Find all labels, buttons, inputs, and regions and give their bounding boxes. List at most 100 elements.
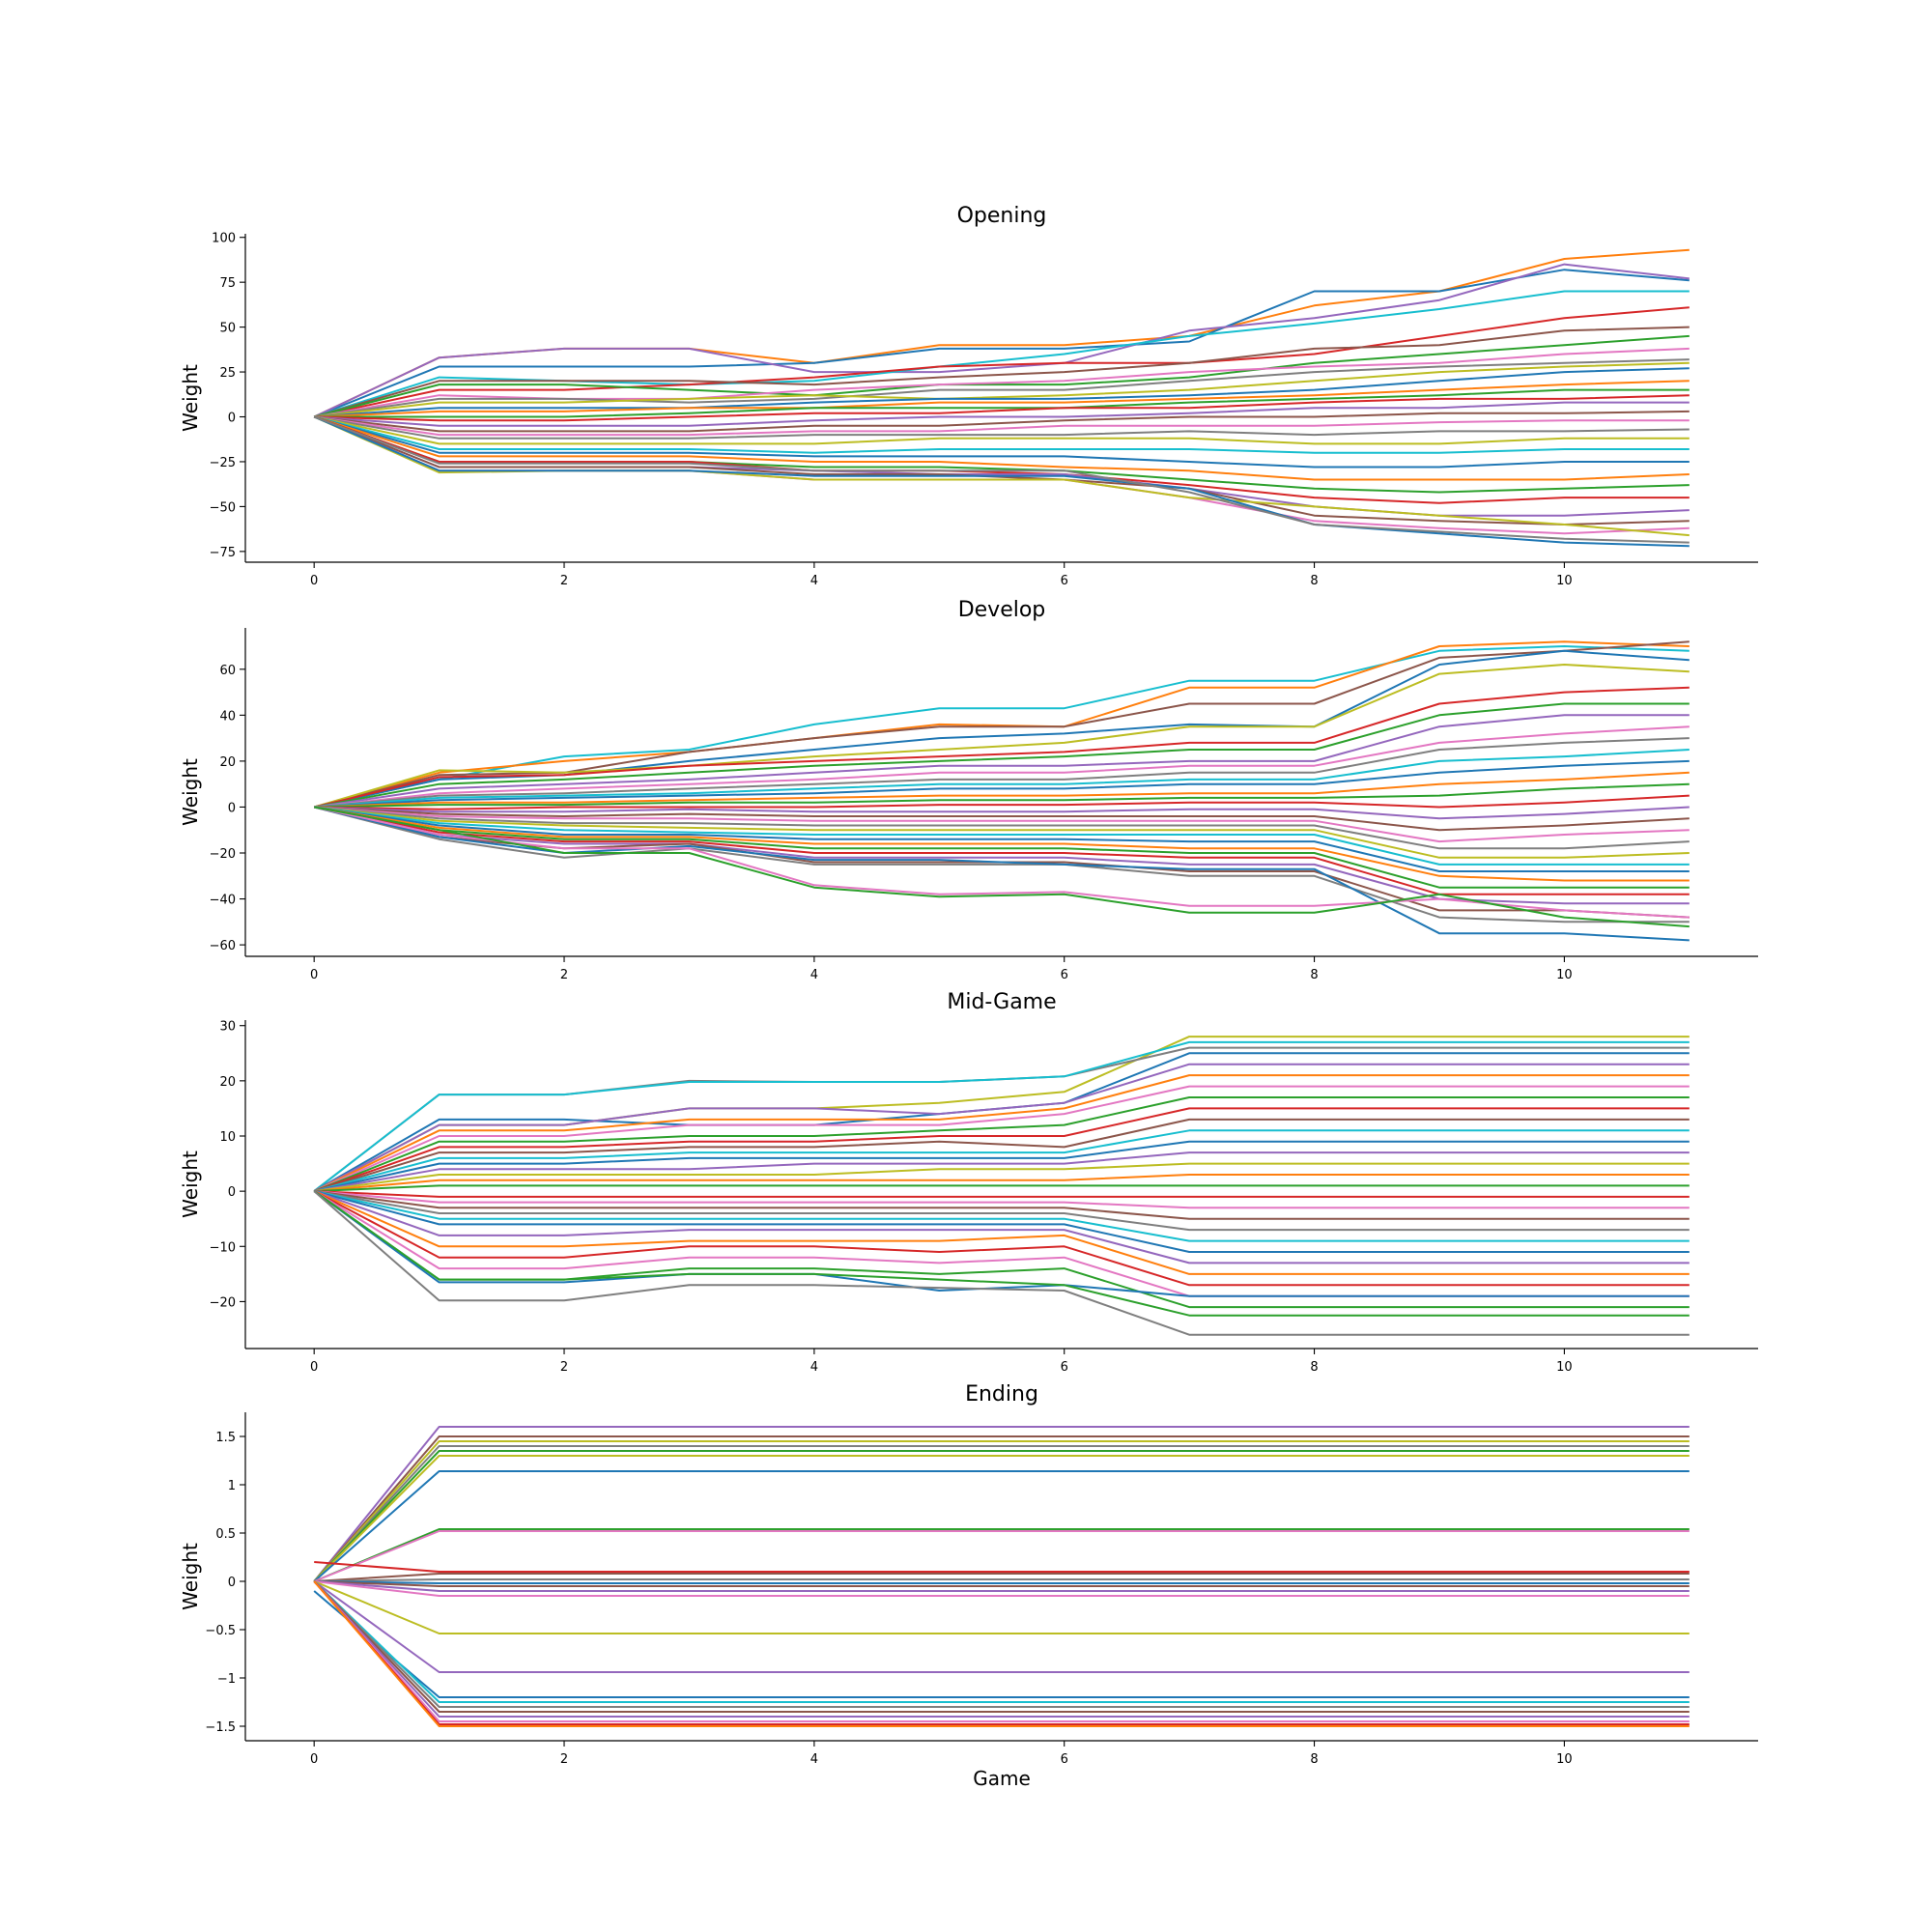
subplot-title: Ending bbox=[965, 1382, 1038, 1406]
x-tick-label: 10 bbox=[1556, 968, 1573, 982]
series-line bbox=[313, 1440, 1690, 1582]
series-line bbox=[313, 1580, 1690, 1708]
series-line bbox=[314, 1162, 1690, 1193]
series-line bbox=[314, 1184, 1690, 1193]
x-tick-label: 4 bbox=[810, 574, 818, 588]
x-tick-label: 6 bbox=[1061, 574, 1068, 588]
series-line bbox=[314, 401, 1690, 427]
subplot-title: Mid-Game bbox=[947, 990, 1056, 1014]
y-tick-label: −75 bbox=[210, 546, 236, 560]
y-tick-label: 1.5 bbox=[215, 1431, 236, 1445]
y-tick-label: 75 bbox=[219, 276, 236, 291]
y-axis-label: Weight bbox=[179, 364, 202, 432]
series-line bbox=[313, 1052, 1690, 1192]
series-line bbox=[314, 1578, 1690, 1582]
series-line bbox=[314, 806, 1690, 866]
series-line bbox=[314, 759, 1690, 809]
series-line bbox=[313, 415, 1690, 481]
series-line bbox=[314, 367, 1690, 418]
series-line bbox=[313, 269, 1690, 418]
series-line bbox=[313, 1190, 1690, 1264]
series-line bbox=[313, 1580, 1690, 1722]
series-line bbox=[313, 306, 1690, 418]
series-line bbox=[313, 1096, 1690, 1193]
series-line bbox=[314, 806, 1690, 859]
series-line bbox=[314, 806, 1690, 820]
series-line bbox=[313, 415, 1690, 548]
series-line bbox=[313, 1580, 1690, 1634]
series-line bbox=[313, 248, 1690, 418]
x-tick-label: 4 bbox=[810, 1752, 818, 1767]
x-tick-label: 6 bbox=[1061, 1360, 1068, 1375]
x-tick-label: 6 bbox=[1061, 968, 1068, 982]
series-line bbox=[313, 334, 1690, 418]
series-line bbox=[313, 1580, 1690, 1718]
x-tick-label: 10 bbox=[1556, 1360, 1573, 1375]
x-tick-label: 8 bbox=[1310, 968, 1318, 982]
subplot-opening: −75 −50 −25 0 25 50 75 100 0 2 4 6 8 10 Opening Weight bbox=[179, 204, 1758, 588]
y-tick-label: −1.5 bbox=[205, 1720, 236, 1735]
series-lines bbox=[313, 1426, 1690, 1727]
series-line bbox=[313, 415, 1690, 445]
series-line bbox=[314, 1174, 1690, 1193]
x-tick-label: 4 bbox=[810, 968, 818, 982]
x-tick-label: 8 bbox=[1310, 1752, 1318, 1767]
series-line bbox=[313, 415, 1690, 504]
series-line bbox=[313, 1063, 1690, 1192]
y-tick-label: 10 bbox=[219, 1130, 236, 1145]
series-line bbox=[313, 1190, 1690, 1287]
series-line bbox=[313, 1435, 1690, 1582]
series-line bbox=[313, 1140, 1690, 1193]
subplot-title: Develop bbox=[958, 598, 1046, 622]
series-line bbox=[314, 410, 1690, 433]
series-line bbox=[314, 380, 1690, 418]
series-line bbox=[314, 725, 1690, 809]
series-line bbox=[314, 806, 1690, 882]
y-tick-label: 20 bbox=[219, 1075, 236, 1090]
y-tick-label: −40 bbox=[210, 894, 236, 908]
series-line bbox=[314, 737, 1690, 809]
subplot-title: Opening bbox=[957, 204, 1047, 228]
y-tick-label: −20 bbox=[210, 847, 236, 862]
series-line bbox=[314, 806, 1690, 843]
y-tick-label: −20 bbox=[210, 1295, 236, 1310]
y-tick-label: 0.5 bbox=[215, 1527, 236, 1542]
series-line bbox=[313, 1470, 1690, 1582]
y-tick-label: −1 bbox=[217, 1672, 236, 1687]
y-tick-label: −50 bbox=[210, 500, 236, 515]
series-line bbox=[314, 806, 1690, 928]
series-line bbox=[313, 1040, 1690, 1192]
series-line bbox=[313, 1074, 1690, 1192]
series-line bbox=[313, 415, 1690, 469]
series-line bbox=[314, 415, 1690, 437]
series-line bbox=[313, 1190, 1690, 1275]
series-line bbox=[313, 1190, 1690, 1336]
series-line bbox=[314, 1190, 1690, 1220]
series-line bbox=[313, 263, 1690, 418]
series-line bbox=[313, 1190, 1690, 1317]
x-tick-label: 4 bbox=[810, 1360, 818, 1375]
series-line bbox=[313, 686, 1690, 809]
y-tick-label: 30 bbox=[219, 1020, 236, 1035]
series-line bbox=[313, 1190, 1690, 1242]
series-line bbox=[313, 1190, 1690, 1297]
series-line bbox=[314, 794, 1690, 810]
series-line bbox=[314, 771, 1690, 809]
y-tick-label: 40 bbox=[219, 709, 236, 724]
x-tick-label: 0 bbox=[310, 574, 318, 588]
series-line bbox=[314, 806, 1690, 832]
x-tick-label: 8 bbox=[1310, 1360, 1318, 1375]
series-line bbox=[314, 1190, 1690, 1232]
series-line bbox=[314, 714, 1690, 809]
series-line bbox=[313, 1590, 1690, 1698]
y-tick-label: −0.5 bbox=[205, 1624, 236, 1638]
x-tick-label: 10 bbox=[1556, 574, 1573, 588]
series-line bbox=[313, 806, 1690, 942]
series-line bbox=[314, 1580, 1690, 1592]
y-tick-label: 1 bbox=[228, 1479, 236, 1493]
series-line bbox=[313, 1426, 1690, 1582]
series-line bbox=[314, 1151, 1690, 1193]
y-tick-label: −60 bbox=[210, 939, 236, 953]
subplot-ending: −1.5 −1 −0.5 0 0.5 1 1.5 0 2 4 6 8 10 Ending Weight Gam… bbox=[179, 1382, 1758, 1790]
series-line bbox=[313, 415, 1690, 454]
